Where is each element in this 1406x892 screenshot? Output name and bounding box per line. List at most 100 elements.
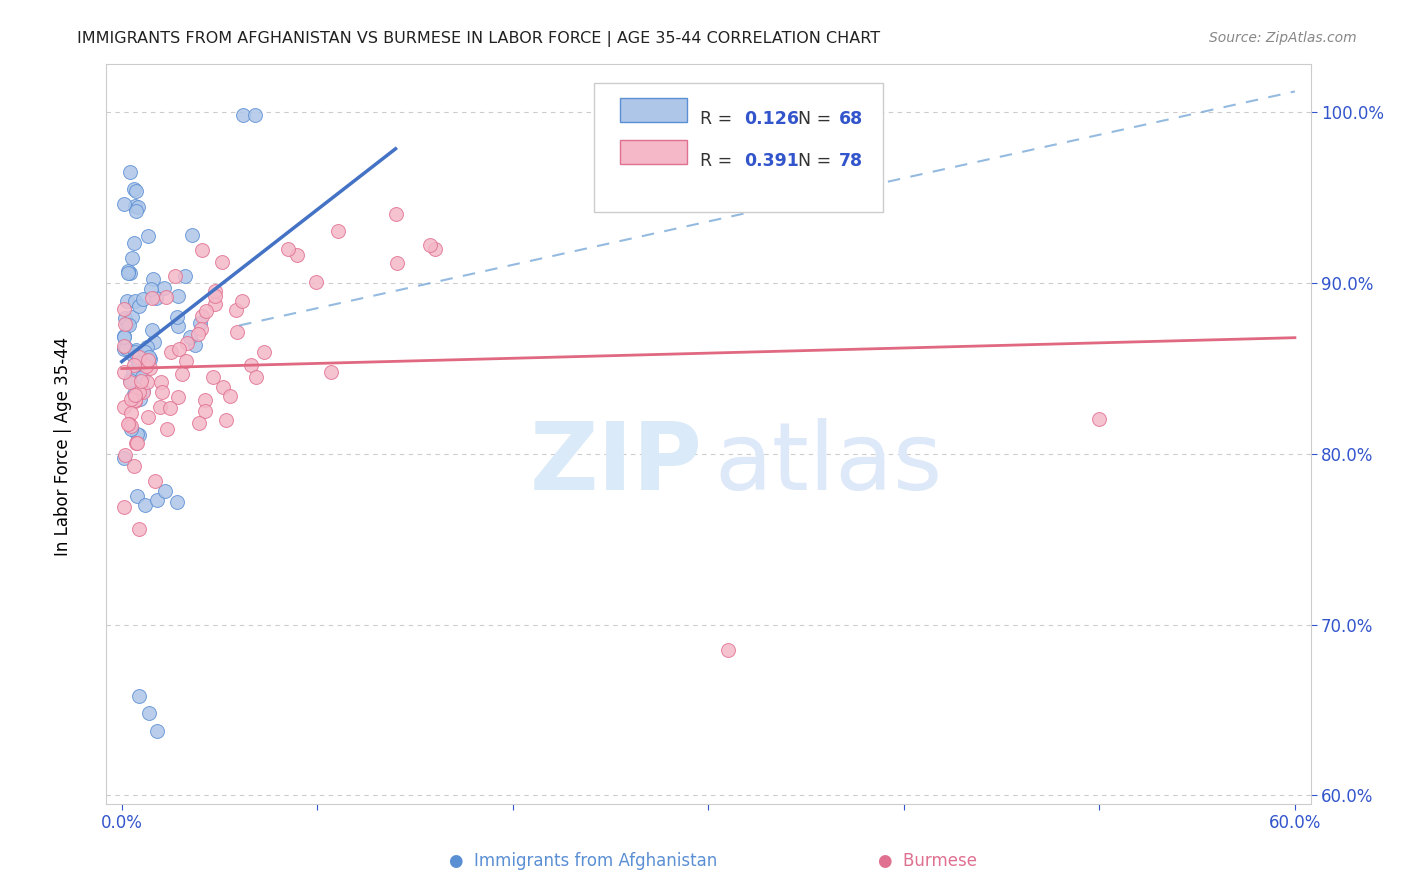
Point [120,419,142,434]
Point [124,386,146,401]
Point [194,404,217,418]
Point [190,316,212,330]
Text: ●  Burmese: ● Burmese [879,852,977,870]
Point [132,292,155,306]
Point [124,392,146,407]
Point [202,370,225,384]
Text: 0.126: 0.126 [745,110,800,128]
Bar [620,140,686,164]
Point [138,351,160,366]
Point [141,291,163,305]
Point [231,294,253,309]
Point [112,330,135,344]
Point [179,330,201,344]
Point [277,242,299,256]
Text: R =: R = [700,153,738,170]
Point [211,254,233,268]
Point [139,282,162,296]
Point [143,474,166,488]
Point [190,310,212,324]
Point [125,185,148,199]
Point [132,384,155,398]
Point [150,385,173,400]
Point [124,388,146,402]
Text: atlas: atlas [714,417,942,509]
Point [117,264,139,278]
Point [187,326,209,341]
Point [163,269,186,284]
Text: IMMIGRANTS FROM AFGHANISTAN VS BURMESE IN LABOR FORCE | AGE 35-44 CORRELATION CH: IMMIGRANTS FROM AFGHANISTAN VS BURMESE I… [77,31,880,47]
Point [194,392,217,407]
Point [117,417,139,432]
Point [118,417,141,431]
Point [112,365,135,379]
Point [125,203,148,218]
Point [124,236,146,251]
Point [166,494,188,508]
Point [139,360,162,375]
Point [150,375,173,389]
Text: ZIP: ZIP [530,417,703,509]
Point [120,422,142,436]
Point [114,448,136,462]
Text: R =: R = [700,110,738,128]
Text: Source: ZipAtlas.com: Source: ZipAtlas.com [1209,31,1357,45]
Point [204,289,226,303]
Text: N =: N = [786,153,837,170]
Point [305,275,328,289]
Point [153,281,176,295]
Text: In Labor Force | Age 35-44: In Labor Force | Age 35-44 [55,336,72,556]
Point [112,401,135,415]
Point [125,351,148,366]
Point [129,392,152,406]
Point [190,321,212,335]
Point [167,390,190,404]
Point [124,393,146,408]
Point [138,706,160,721]
Point [128,522,150,536]
Point [112,301,135,316]
Text: 68: 68 [838,110,863,128]
Point [136,409,159,424]
Point [159,401,181,416]
Point [142,271,165,285]
Point [128,385,150,400]
Point [117,266,139,280]
Point [132,385,155,400]
Point [232,108,254,122]
Point [115,341,138,355]
Point [146,723,169,738]
Point [173,268,195,283]
Point [122,459,145,474]
Point [122,182,145,196]
Text: 0.391: 0.391 [745,153,800,170]
Text: 78: 78 [838,153,862,170]
Text: ●  Immigrants from Afghanistan: ● Immigrants from Afghanistan [450,852,717,870]
Point [136,229,159,244]
Point [127,489,149,503]
Point [243,108,266,122]
Point [120,374,142,388]
Point [118,165,141,179]
Point [125,343,148,358]
Point [253,345,276,359]
Point [134,344,156,359]
Point [135,359,157,373]
FancyBboxPatch shape [593,83,883,212]
Point [143,334,166,349]
Point [195,304,218,318]
Point [112,500,135,514]
Point [170,367,193,381]
Point [155,290,177,304]
Point [384,207,406,221]
Point [204,297,226,311]
Point [287,247,309,261]
Point [184,338,207,352]
Point [128,299,150,313]
Point [181,228,204,243]
Point [149,401,172,415]
Point [145,291,167,305]
Point [121,251,143,265]
Point [125,436,148,450]
Point [167,343,190,357]
